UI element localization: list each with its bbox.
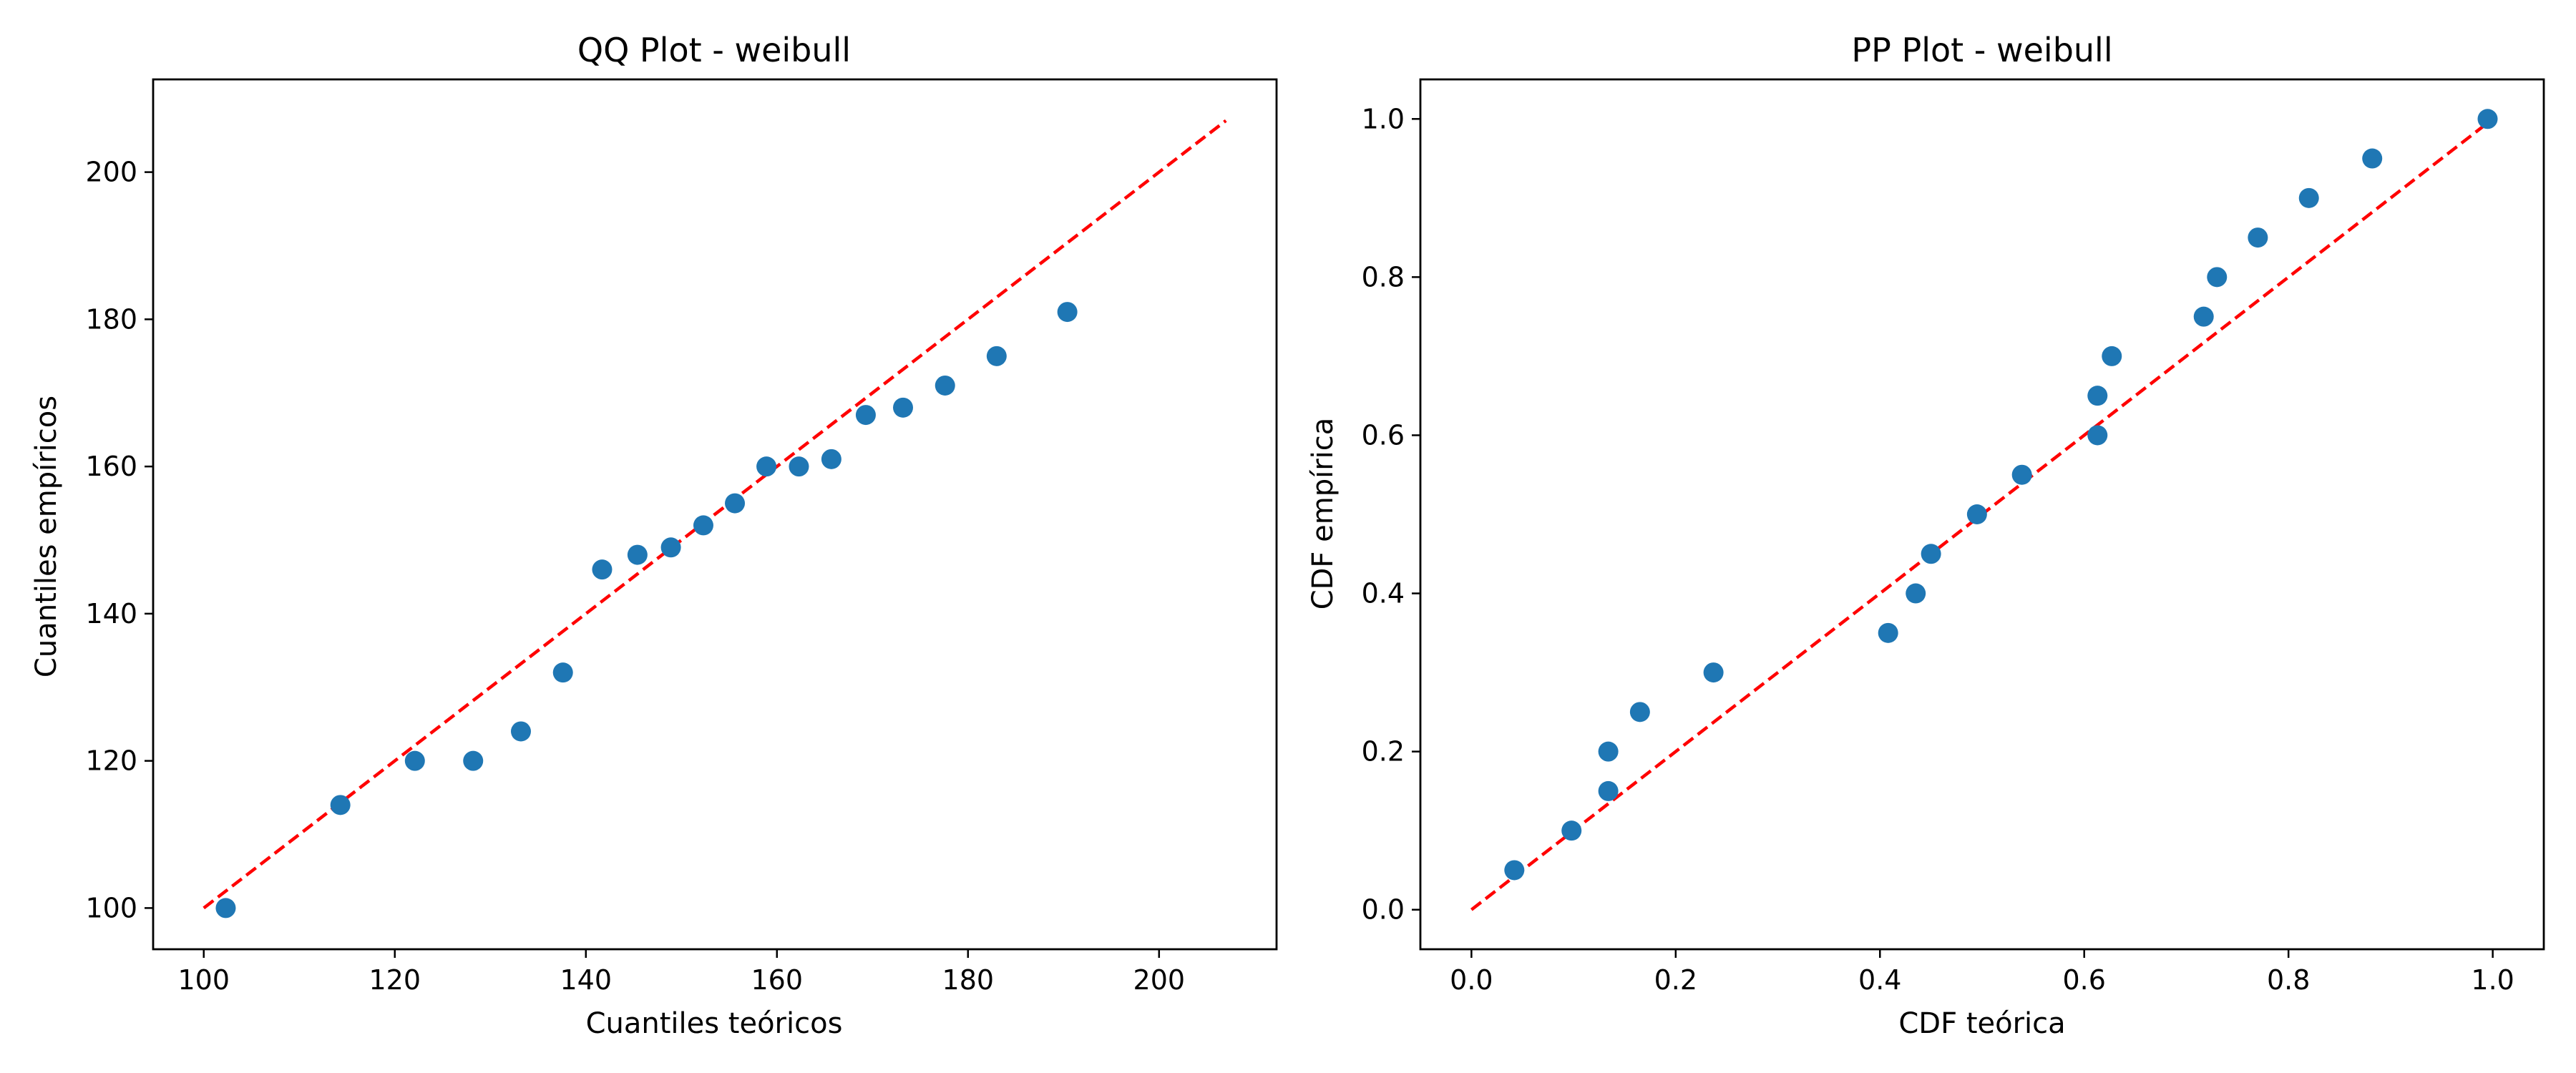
qq-plot-point — [693, 515, 713, 536]
qq-plot-point — [215, 898, 236, 918]
qq-plot-point — [855, 405, 876, 426]
pp-plot-point — [2298, 187, 2319, 208]
pp-plot-ytick-label: 0.0 — [1362, 894, 1405, 926]
pp-plot-point — [1504, 860, 1525, 881]
pp-plot-point — [2207, 267, 2228, 288]
pp-plot-point — [1703, 662, 1724, 683]
pp-plot-panel: PP Plot - weibull CDF teórica CDF empíri… — [1307, 31, 2545, 1040]
pp-plot-point — [1921, 544, 1941, 564]
qq-plot-point — [552, 662, 573, 683]
pp-plot-xlabel: CDF teórica — [1898, 1007, 2065, 1040]
pp-plot-frame — [1419, 78, 2545, 951]
qq-plot-point — [463, 750, 484, 771]
qq-plot-point — [935, 375, 955, 396]
qq-plot-point — [592, 559, 613, 580]
pp-plot-point — [1561, 820, 1582, 841]
qq-plot-point — [660, 537, 681, 558]
pp-plot-title: PP Plot - weibull — [1851, 31, 2112, 69]
pp-plot-xtick-label: 1.0 — [2471, 964, 2514, 996]
qq-plot-panel: QQ Plot - weibull Cuantiles teóricos Cua… — [30, 31, 1278, 1040]
pp-plot-point — [2087, 425, 2108, 446]
pp-plot-point — [2102, 346, 2122, 366]
qq-plot-point — [1057, 302, 1078, 323]
qq-plot-ytick-label: 140 — [85, 598, 137, 629]
pp-plot-point — [1878, 622, 1898, 643]
qq-plot-point — [893, 397, 914, 418]
qq-plot-point — [725, 493, 746, 514]
pp-plot-point — [2011, 464, 2032, 485]
pp-plot-point — [1966, 504, 1987, 524]
qq-plot-frame — [152, 78, 1278, 951]
qq-plot-xtick-label: 200 — [1133, 964, 1186, 996]
qq-plot-xtick-label: 140 — [560, 964, 613, 996]
qq-plot-xtick-label: 100 — [177, 964, 230, 996]
pp-plot-ytick-label: 0.4 — [1362, 578, 1405, 609]
pp-plot-ytick-label: 0.8 — [1362, 261, 1405, 293]
pp-plot-point — [2248, 227, 2268, 248]
pp-plot-ylabel: CDF empírica — [1307, 418, 1340, 610]
pp-plot-points — [1504, 109, 2498, 881]
qq-plot-title: QQ Plot - weibull — [577, 31, 851, 69]
qq-plot-ytick-label: 100 — [85, 892, 137, 923]
pp-plot-point — [1598, 741, 1619, 762]
pp-plot-xtick-label: 0.4 — [1858, 964, 1901, 996]
qq-plot-point — [404, 750, 425, 771]
pp-plot-point — [1598, 780, 1619, 801]
pp-plot-point — [2362, 148, 2383, 169]
pp-plot-ytick-label: 0.2 — [1362, 736, 1405, 768]
qq-plot-ytick-label: 160 — [85, 451, 137, 482]
qq-plot-xtick-label: 180 — [942, 964, 995, 996]
pp-plot-point — [2477, 109, 2498, 129]
qq-plot-ytick-label: 180 — [85, 303, 137, 335]
qq-plot-xlabel: Cuantiles teóricos — [586, 1007, 843, 1040]
pp-plot-ytick-label: 0.6 — [1362, 419, 1405, 451]
pp-plot-xtick-label: 0.2 — [1654, 964, 1697, 996]
pp-plot-point — [2087, 386, 2108, 406]
qq-plot-point — [986, 346, 1007, 366]
pp-plot-point — [2193, 306, 2214, 327]
qq-plot-point — [510, 721, 531, 742]
pp-plot-xtick-label: 0.8 — [2267, 964, 2310, 996]
qq-plot-reference-line — [203, 119, 1227, 910]
pp-plot-ticks: 0.0 0.2 0.4 0.6 0.8 1.0 0.0 0.2 0.4 0.6 0.8 1.0 — [1362, 103, 2514, 996]
pp-plot-point — [1906, 583, 1926, 604]
qq-plot-point — [789, 456, 809, 477]
qq-plot-point — [330, 795, 351, 815]
qq-plot-xtick-label: 120 — [369, 964, 421, 996]
qq-plot-point — [756, 456, 777, 477]
qq-plot-points — [215, 302, 1078, 918]
qq-plot-ytick-label: 120 — [85, 745, 137, 777]
qq-plot-ytick-label: 200 — [85, 157, 137, 188]
pp-plot-xtick-label: 0.0 — [1450, 964, 1493, 996]
pp-plot-xtick-label: 0.6 — [2063, 964, 2106, 996]
qq-plot-point — [627, 544, 648, 565]
qq-plot-ticks: 100 120 140 160 180 200 100 120 140 160 180 200 — [85, 157, 1185, 996]
pp-plot-point — [1629, 702, 1650, 722]
qq-plot-ylabel: Cuantiles empíricos — [30, 396, 63, 677]
qq-plot-xtick-label: 160 — [751, 964, 804, 996]
qq-plot-point — [821, 449, 841, 469]
pp-plot-ytick-label: 1.0 — [1362, 103, 1405, 134]
